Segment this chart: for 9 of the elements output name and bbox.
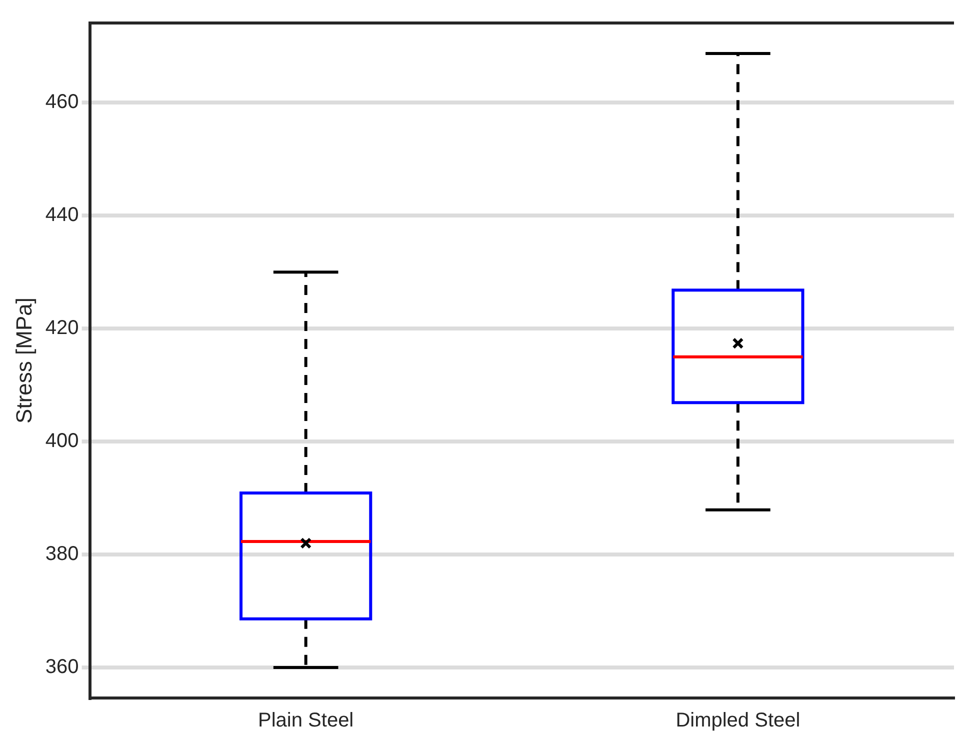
y-tick-label: 380 <box>45 543 79 566</box>
x-tick-label: Dimpled Steel <box>676 710 800 732</box>
y-tick-label: 440 <box>45 204 79 226</box>
x-tick-label: Plain Steel <box>258 710 354 732</box>
y-tick-label: 420 <box>45 317 79 340</box>
y-tick-label: 460 <box>45 91 79 114</box>
y-tick-label: 360 <box>45 656 79 678</box>
y-axis-title: Stress [MPa] <box>11 298 36 424</box>
y-tick-label: 400 <box>45 430 79 452</box>
